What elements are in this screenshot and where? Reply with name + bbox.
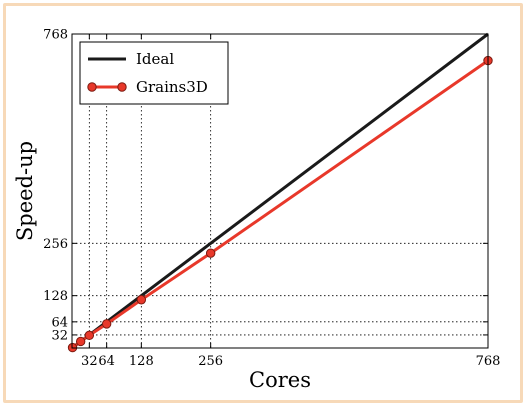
x-tick-label-768: 768 xyxy=(476,354,501,369)
y-tick-label-256: 256 xyxy=(43,237,68,252)
y-tick-label-768: 768 xyxy=(43,28,68,43)
y-axis-label: Speed-up xyxy=(13,141,37,241)
data-point-grains3d-3 xyxy=(101,319,112,329)
y-tick-label-128: 128 xyxy=(43,289,68,304)
x-axis-label: Cores xyxy=(249,368,311,392)
legend-box xyxy=(79,41,229,105)
legend-label-ideal: Ideal xyxy=(136,50,174,68)
series-layer xyxy=(67,32,493,353)
legend-marker-left-grains3d xyxy=(87,82,97,92)
legend: Ideal Grains3D xyxy=(79,41,229,105)
plot-area-border xyxy=(71,33,489,349)
x-tick-label-64: 64 xyxy=(98,354,115,369)
x-tick-label-32: 32 xyxy=(81,354,98,369)
data-point-grains3d-5 xyxy=(205,248,216,258)
data-point-grains3d-4 xyxy=(136,295,147,305)
data-point-grains3d-1 xyxy=(75,336,86,347)
data-point-grains3d-2 xyxy=(84,330,95,341)
legend-marker-right-grains3d xyxy=(117,82,127,92)
x-tick-label-256: 256 xyxy=(198,354,223,369)
legend-label-grains3d: Grains3D xyxy=(136,78,208,96)
y-tick-label-32: 32 xyxy=(51,328,68,343)
x-tick-label-128: 128 xyxy=(129,354,154,369)
y-tick-label-64: 64 xyxy=(51,315,68,330)
